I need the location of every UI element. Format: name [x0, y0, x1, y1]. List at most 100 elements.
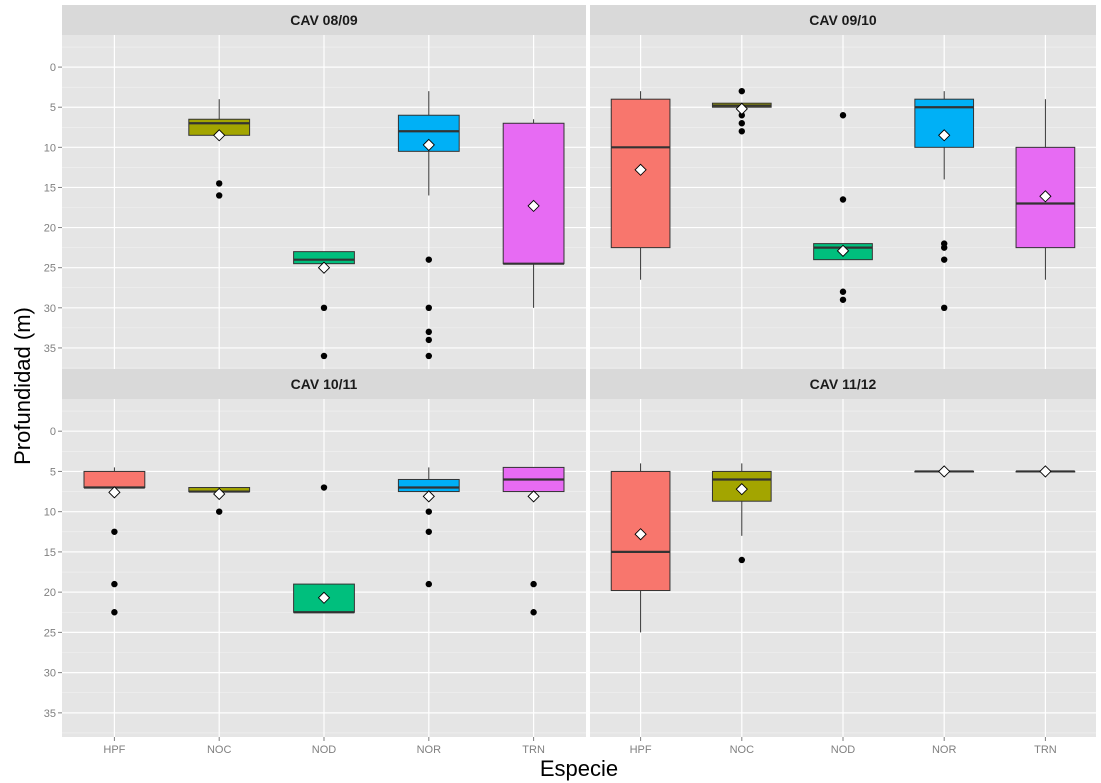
- box-nor: [914, 91, 975, 312]
- x-tick-label: NOR: [932, 744, 957, 756]
- y-tick-label: 0: [50, 62, 56, 74]
- x-tick-label: TRN: [1034, 744, 1057, 756]
- box-nod: [293, 484, 355, 614]
- outlier-point: [320, 304, 328, 312]
- outlier-point: [216, 180, 223, 187]
- x-tick-label: NOC: [730, 744, 755, 756]
- box-hpf: [610, 463, 671, 633]
- x-tick-label: NOD: [312, 744, 337, 756]
- y-tick-label: 0: [50, 426, 56, 438]
- outlier-point: [738, 128, 745, 135]
- box-iqr: [83, 470, 146, 489]
- mean-marker: [735, 102, 748, 115]
- mean-marker: [108, 486, 121, 499]
- outlier-point: [425, 336, 432, 344]
- box-nor: [914, 465, 975, 478]
- facet-title: CAV 11/12: [810, 376, 877, 392]
- outlier-point: [530, 580, 537, 588]
- y-tick-label: 30: [44, 668, 56, 680]
- mean-marker: [527, 490, 540, 503]
- outlier-point: [425, 256, 432, 263]
- outlier-point: [839, 288, 847, 295]
- facet-strip: [62, 369, 586, 399]
- outlier-point: [941, 304, 948, 312]
- outlier-point: [738, 112, 745, 119]
- y-tick-label: 20: [44, 223, 56, 235]
- outlier-point: [839, 296, 847, 303]
- y-tick-label: 5: [50, 466, 56, 478]
- x-tick-label: NOR: [417, 744, 442, 756]
- y-tick-label: 10: [44, 142, 56, 154]
- box-noc: [711, 87, 772, 135]
- y-tick-label: 25: [44, 627, 56, 639]
- x-tick-label: TRN: [522, 744, 545, 756]
- box-iqr: [397, 478, 460, 493]
- y-tick-label: 35: [44, 708, 56, 720]
- mean-marker: [938, 129, 951, 142]
- mean-marker: [317, 261, 331, 274]
- mean-marker: [213, 487, 226, 501]
- facet-title: CAV 09/10: [809, 12, 877, 28]
- y-tick-label: 5: [50, 102, 56, 114]
- facet-panel: CAV 11/12 HPF NOC NOD NOR TRN: [590, 369, 1096, 756]
- box-noc: [188, 99, 251, 199]
- outlier-point: [738, 87, 745, 95]
- y-tick-label: 20: [44, 587, 56, 599]
- y-tick-label: 30: [44, 303, 56, 315]
- outlier-point: [839, 112, 847, 119]
- box-hpf: [610, 91, 671, 280]
- outlier-point: [111, 609, 118, 616]
- mean-marker: [634, 163, 647, 176]
- box-nor: [397, 467, 460, 588]
- y-tick-label: 10: [44, 507, 56, 519]
- outlier-point: [425, 352, 432, 360]
- mean-marker: [938, 465, 951, 478]
- facet-title: CAV 08/09: [290, 12, 358, 28]
- facet-strip: [62, 5, 586, 35]
- box-iqr: [502, 122, 565, 265]
- outlier-point: [425, 328, 432, 336]
- mean-marker: [422, 138, 435, 152]
- mean-marker: [1039, 190, 1052, 203]
- box-hpf: [83, 467, 146, 616]
- mean-marker: [836, 244, 850, 257]
- outlier-point: [425, 304, 432, 312]
- box-nor: [397, 91, 460, 360]
- facet-panel: CAV 10/11 0 5 10 15 20 25 30 35 HPF NOC NOD NOR TRN: [44, 369, 586, 756]
- outlier-point: [530, 609, 537, 616]
- facet-panel: CAV 08/09 0 5 10 15 20 25 30 35: [44, 5, 586, 372]
- outlier-point: [320, 352, 328, 360]
- outlier-point: [216, 192, 223, 199]
- y-tick-label: 15: [44, 547, 56, 559]
- mean-marker: [317, 591, 331, 604]
- outlier-point: [111, 528, 118, 535]
- x-tick-label: HPF: [630, 744, 652, 756]
- outlier-point: [425, 508, 432, 515]
- outlier-point: [839, 196, 847, 203]
- box-trn: [502, 119, 565, 308]
- outlier-point: [738, 120, 745, 127]
- facet-title: CAV 10/11: [291, 376, 358, 392]
- y-tick-label: 35: [44, 343, 56, 355]
- outlier-point: [941, 244, 948, 251]
- x-tick-label: NOC: [207, 744, 232, 756]
- box-trn: [1015, 465, 1076, 478]
- x-tick-label: NOD: [831, 744, 856, 756]
- facet-panel: CAV 09/10: [590, 5, 1096, 372]
- box-trn: [1015, 99, 1076, 280]
- y-axis-title: Profundidad (m): [10, 307, 35, 465]
- x-tick-label: HPF: [103, 744, 125, 756]
- outlier-point: [320, 484, 328, 491]
- outlier-point: [738, 556, 745, 564]
- box-nod: [293, 251, 355, 360]
- y-tick-label: 15: [44, 182, 56, 194]
- mean-marker: [422, 490, 435, 503]
- x-axis-title: Especie: [540, 756, 618, 781]
- mean-marker: [1039, 465, 1052, 478]
- outlier-point: [941, 256, 948, 263]
- box-noc: [188, 487, 251, 515]
- facet-strip: [590, 5, 1096, 35]
- y-tick-label: 25: [44, 263, 56, 275]
- outlier-point: [216, 508, 223, 515]
